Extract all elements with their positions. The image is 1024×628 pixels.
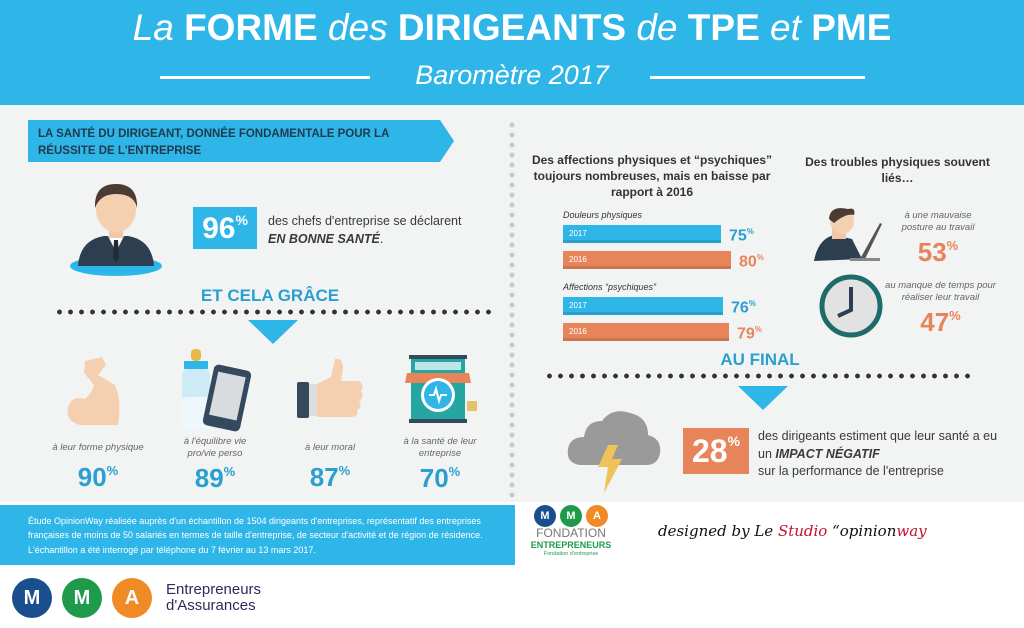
bar-row: 2016 80% [563,249,783,271]
factor-item: à leur forme physique 90% [52,442,144,493]
final-heading: AU FINAL [720,350,800,369]
subtitle: Baromètre 2017 [415,60,609,90]
page-title: La FORME des DIRIGEANTS de TPE et PME [132,7,892,48]
health-text: des chefs d'entreprise se déclarent EN BO… [268,214,462,247]
bar-value: 79% [737,324,762,343]
trouble-item: au manque de temps pour réaliser leur tr… [885,280,996,337]
logo-a: A [112,578,152,618]
bar-row: 2017 76% [563,295,783,317]
storm-cloud-icon [567,411,661,493]
section-banner: LA SANTÉ DU DIRIGEANT, DONNÉE FONDAMENTA… [28,120,454,162]
divider [160,76,370,79]
bottle-and-phone-icon [182,349,252,432]
header: La FORME des DIRIGEANTS de TPE et PME Ba… [0,0,1024,105]
arrow-down-icon [738,386,788,410]
thumbs-up-icon [297,358,363,418]
logo-m: M [534,505,556,527]
logo-m: M [560,505,582,527]
health-percent-badge: 96% [193,207,257,249]
divider [512,505,515,565]
clock-icon [819,274,883,338]
impact-percent-badge: 28% [683,428,749,474]
bar-value: 75% [729,227,754,245]
study-note: Étude OpinionWay réalisée auprès d'un éc… [0,505,512,565]
chart-group-label: Affections “psychiques” [563,281,657,292]
arrow-down-icon [248,320,298,344]
logo-m: M [62,578,102,618]
section-heading: ET CELA GRÂCE [200,286,340,305]
designed-by: designed by Le Studio “opinionway [658,522,927,540]
fondation-logo: M M A FONDATION ENTREPRENEURS Fondation … [525,505,617,558]
logo-a: A [586,505,608,527]
chart-group-label: Douleurs physiques [563,210,643,220]
shop-heart-icon [405,355,477,423]
bar-2017: 2017 [563,296,723,315]
bar-value: 80% [739,253,764,271]
factor-item: à l'équilibre vie pro/vie perso 89% [183,436,247,493]
factor-item: à leur moral 87% [304,442,356,493]
factor-item: à la santé de leur entreprise 70% [403,436,477,493]
flexed-arm-icon [67,357,120,425]
mma-tagline: Entrepreneurs d'Assurances [166,581,262,614]
mma-logo: M M A Entrepreneurs d'Assurances [12,578,261,618]
logo-m: M [12,578,52,618]
dotted-divider [54,309,494,315]
bar-chart: Douleurs physiques 2017 75% 2016 80% Affectio… [563,210,783,347]
bar-row: 2016 79% [563,321,783,343]
trouble-item: à une mauvaise posture au travail 53% [901,210,975,267]
bar-2017: 2017 [563,225,721,244]
laptop-person-icon [814,208,882,261]
bar-row: 2017 75% [563,223,783,245]
troubles-title: Des troubles physiques souvent liés… [805,155,990,186]
bar-2016: 2016 [563,251,731,270]
divider [650,76,865,79]
impact-text: des dirigeants estiment que leur santé a… [758,429,998,478]
dotted-divider [544,373,974,379]
businessman-icon [70,184,162,276]
chart-title: Des affections physiques et “psychiques”… [531,153,773,200]
bar-2016: 2016 [563,323,729,342]
vertical-divider [509,120,515,500]
bar-value: 76% [731,298,756,316]
